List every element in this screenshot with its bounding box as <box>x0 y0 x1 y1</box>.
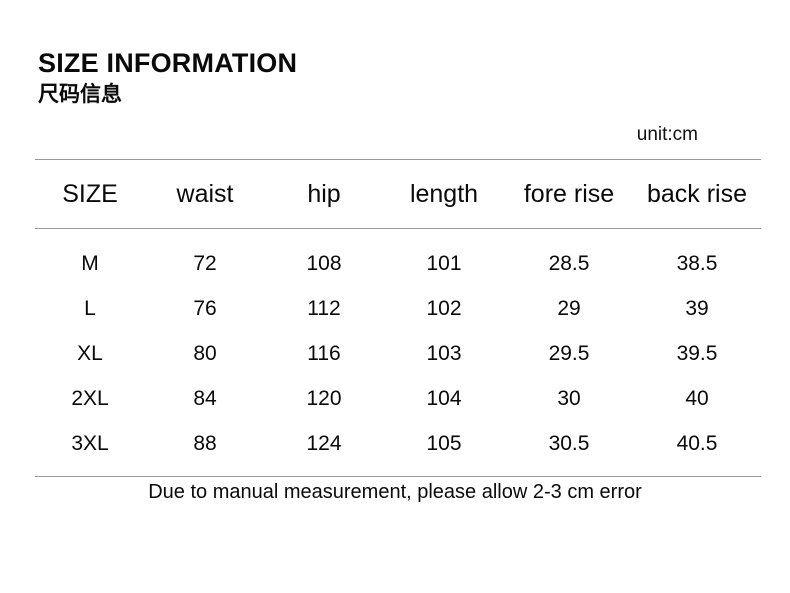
cell-hip: 120 <box>306 386 342 410</box>
cell-waist: 84 <box>193 386 217 410</box>
cell-waist: 72 <box>193 251 217 275</box>
measurement-disclaimer: Due to manual measurement, please allow … <box>148 481 642 503</box>
table-row: M 72 108 101 28.5 38.5 <box>35 229 761 287</box>
cell-hip: 116 <box>307 341 341 365</box>
cell-back-rise: 40 <box>685 386 709 410</box>
cell-size: M <box>81 251 99 275</box>
cell-fore-rise: 29.5 <box>548 341 590 365</box>
cell-length: 101 <box>426 251 462 275</box>
table-row: XL 80 116 103 29.5 39.5 <box>35 331 761 376</box>
cell-waist: 76 <box>193 296 217 320</box>
page-title: SIZE INFORMATION <box>38 48 298 78</box>
unit-label: unit:cm <box>636 124 698 145</box>
cell-fore-rise: 29 <box>557 296 581 320</box>
cell-size: 3XL <box>71 431 109 455</box>
cell-length: 102 <box>426 296 462 320</box>
cell-size: XL <box>77 341 103 365</box>
cell-hip: 124 <box>306 431 342 455</box>
table-row: 2XL 84 120 104 30 40 <box>35 376 761 421</box>
cell-length: 104 <box>426 386 462 410</box>
column-header-back-rise: back rise <box>646 179 748 208</box>
cell-back-rise: 39.5 <box>676 341 718 365</box>
table-header-row: SIZE waist hip length fore rise back ris… <box>35 159 761 229</box>
cell-size: L <box>84 296 96 320</box>
cell-waist: 88 <box>193 431 217 455</box>
cell-fore-rise: 28.5 <box>548 251 590 275</box>
page-subtitle-chinese: 尺码信息 <box>38 83 122 106</box>
cell-fore-rise: 30.5 <box>548 431 590 455</box>
title-block: SIZE INFORMATION 尺码信息 <box>38 48 298 106</box>
cell-length: 105 <box>426 431 462 455</box>
size-table-head: SIZE waist hip length fore rise back ris… <box>35 159 761 229</box>
cell-back-rise: 40.5 <box>676 431 718 455</box>
cell-hip: 112 <box>307 296 341 320</box>
column-header-waist: waist <box>176 179 234 208</box>
cell-hip: 108 <box>306 251 342 275</box>
cell-back-rise: 38.5 <box>676 251 718 275</box>
column-header-length: length <box>409 179 479 208</box>
column-header-fore-rise: fore rise <box>523 179 615 208</box>
size-table: SIZE waist hip length fore rise back ris… <box>35 159 761 477</box>
column-header-size: SIZE <box>62 179 118 208</box>
cell-back-rise: 39 <box>685 296 709 320</box>
cell-waist: 80 <box>193 341 217 365</box>
size-table-body: M 72 108 101 28.5 38.5 L 76 112 102 29 3… <box>35 229 761 477</box>
size-table-container: SIZE waist hip length fore rise back ris… <box>35 159 761 477</box>
cell-length: 103 <box>426 341 462 365</box>
cell-size: 2XL <box>71 386 109 410</box>
cell-fore-rise: 30 <box>557 386 581 410</box>
table-row: 3XL 88 124 105 30.5 40.5 <box>35 421 761 477</box>
table-row: L 76 112 102 29 39 <box>35 286 761 331</box>
column-header-hip: hip <box>307 179 341 208</box>
